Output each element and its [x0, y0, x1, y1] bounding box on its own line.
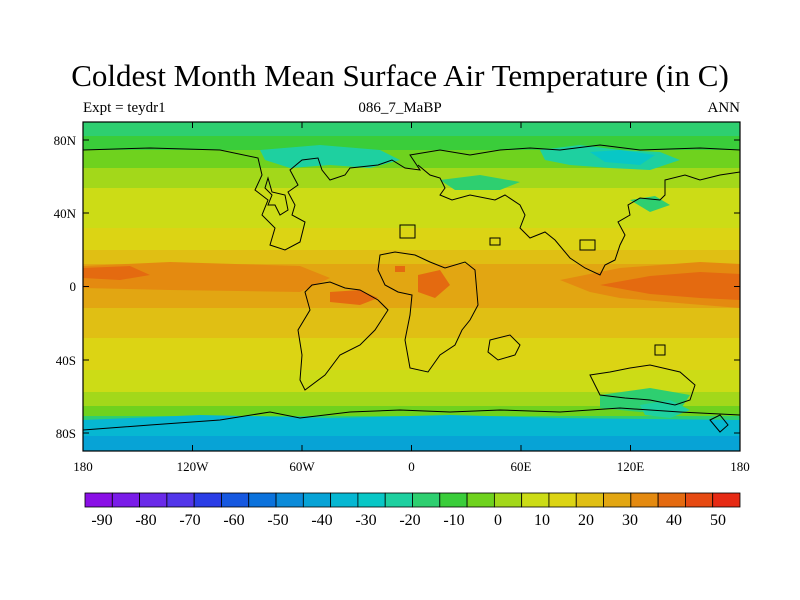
- axis-ticks: [82, 122, 741, 451]
- colorbar-swatch: [521, 492, 550, 508]
- colorbar-label: -50: [267, 512, 288, 529]
- colorbar-swatch: [248, 492, 277, 508]
- x-tick-label: 120W: [177, 459, 210, 474]
- colorbar-label: -20: [399, 512, 420, 529]
- y-tick-label: 0: [70, 279, 77, 294]
- colorbar-label: 10: [534, 512, 550, 529]
- colorbar-swatch: [685, 492, 714, 508]
- x-tick-label: 120E: [617, 459, 645, 474]
- period-label: 086_7_MaBP: [358, 100, 442, 116]
- colorbar-label: -60: [223, 512, 244, 529]
- colorbar-swatch: [302, 492, 332, 508]
- x-tick-label: 60W: [289, 459, 315, 474]
- colorbar-label: 30: [622, 512, 638, 529]
- colorbar-label: 50: [710, 512, 726, 529]
- colorbar-label: -30: [355, 512, 376, 529]
- colorbar-swatch: [548, 492, 577, 508]
- x-tick-label: 0: [408, 459, 415, 474]
- colorbar-label: 40: [666, 512, 682, 529]
- colorbar-swatch: [466, 492, 495, 508]
- colorbar-swatch: [412, 492, 441, 508]
- colorbar-swatch: [111, 492, 140, 508]
- colorbar-swatch: [493, 492, 523, 508]
- colorbar-label: -40: [311, 512, 332, 529]
- colorbar-label: -80: [135, 512, 156, 529]
- x-tick-label: 180: [730, 459, 750, 474]
- y-tick-label: 80S: [56, 426, 76, 441]
- colorbar-swatch: [657, 492, 686, 508]
- temperature-field: [83, 122, 740, 451]
- y-tick-label: 40S: [56, 353, 76, 368]
- map-title: Coldest Month Mean Surface Air Temperatu…: [71, 58, 729, 93]
- colorbar-swatch: [439, 492, 468, 508]
- colorbar-swatch: [357, 492, 386, 508]
- colorbar-label: 20: [578, 512, 594, 529]
- coastlines: [83, 144, 740, 433]
- colorbar-swatch: [275, 492, 304, 508]
- colorbar-label: -10: [443, 512, 464, 529]
- x-tick-label: 60E: [511, 459, 532, 474]
- colorbar-swatch: [575, 492, 604, 508]
- colorbar-swatch: [139, 492, 168, 508]
- colorbar-label: 0: [494, 512, 502, 529]
- season-label: ANN: [707, 100, 741, 116]
- colorbar-swatch: [603, 492, 632, 508]
- colorbar-swatch: [84, 492, 113, 508]
- colorbar-swatch: [193, 492, 222, 508]
- colorbar-swatch: [384, 492, 413, 508]
- experiment-label: Expt = teydr1: [83, 100, 166, 116]
- colorbar-swatch: [221, 492, 250, 508]
- colorbar-label: -70: [179, 512, 200, 529]
- colorbar-swatch: [330, 492, 359, 508]
- colorbar-label: -90: [91, 512, 112, 529]
- colorbar: -90 -80 -70 -60 -50 -40 -30 -20 -10 0 10 20 30 40 50: [84, 492, 741, 529]
- colorbar-swatch: [630, 492, 659, 508]
- y-tick-label: 80N: [54, 133, 77, 148]
- colorbar-swatch: [712, 492, 741, 508]
- x-tick-label: 180: [73, 459, 93, 474]
- y-tick-label: 40N: [54, 206, 77, 221]
- colorbar-swatch: [166, 492, 195, 508]
